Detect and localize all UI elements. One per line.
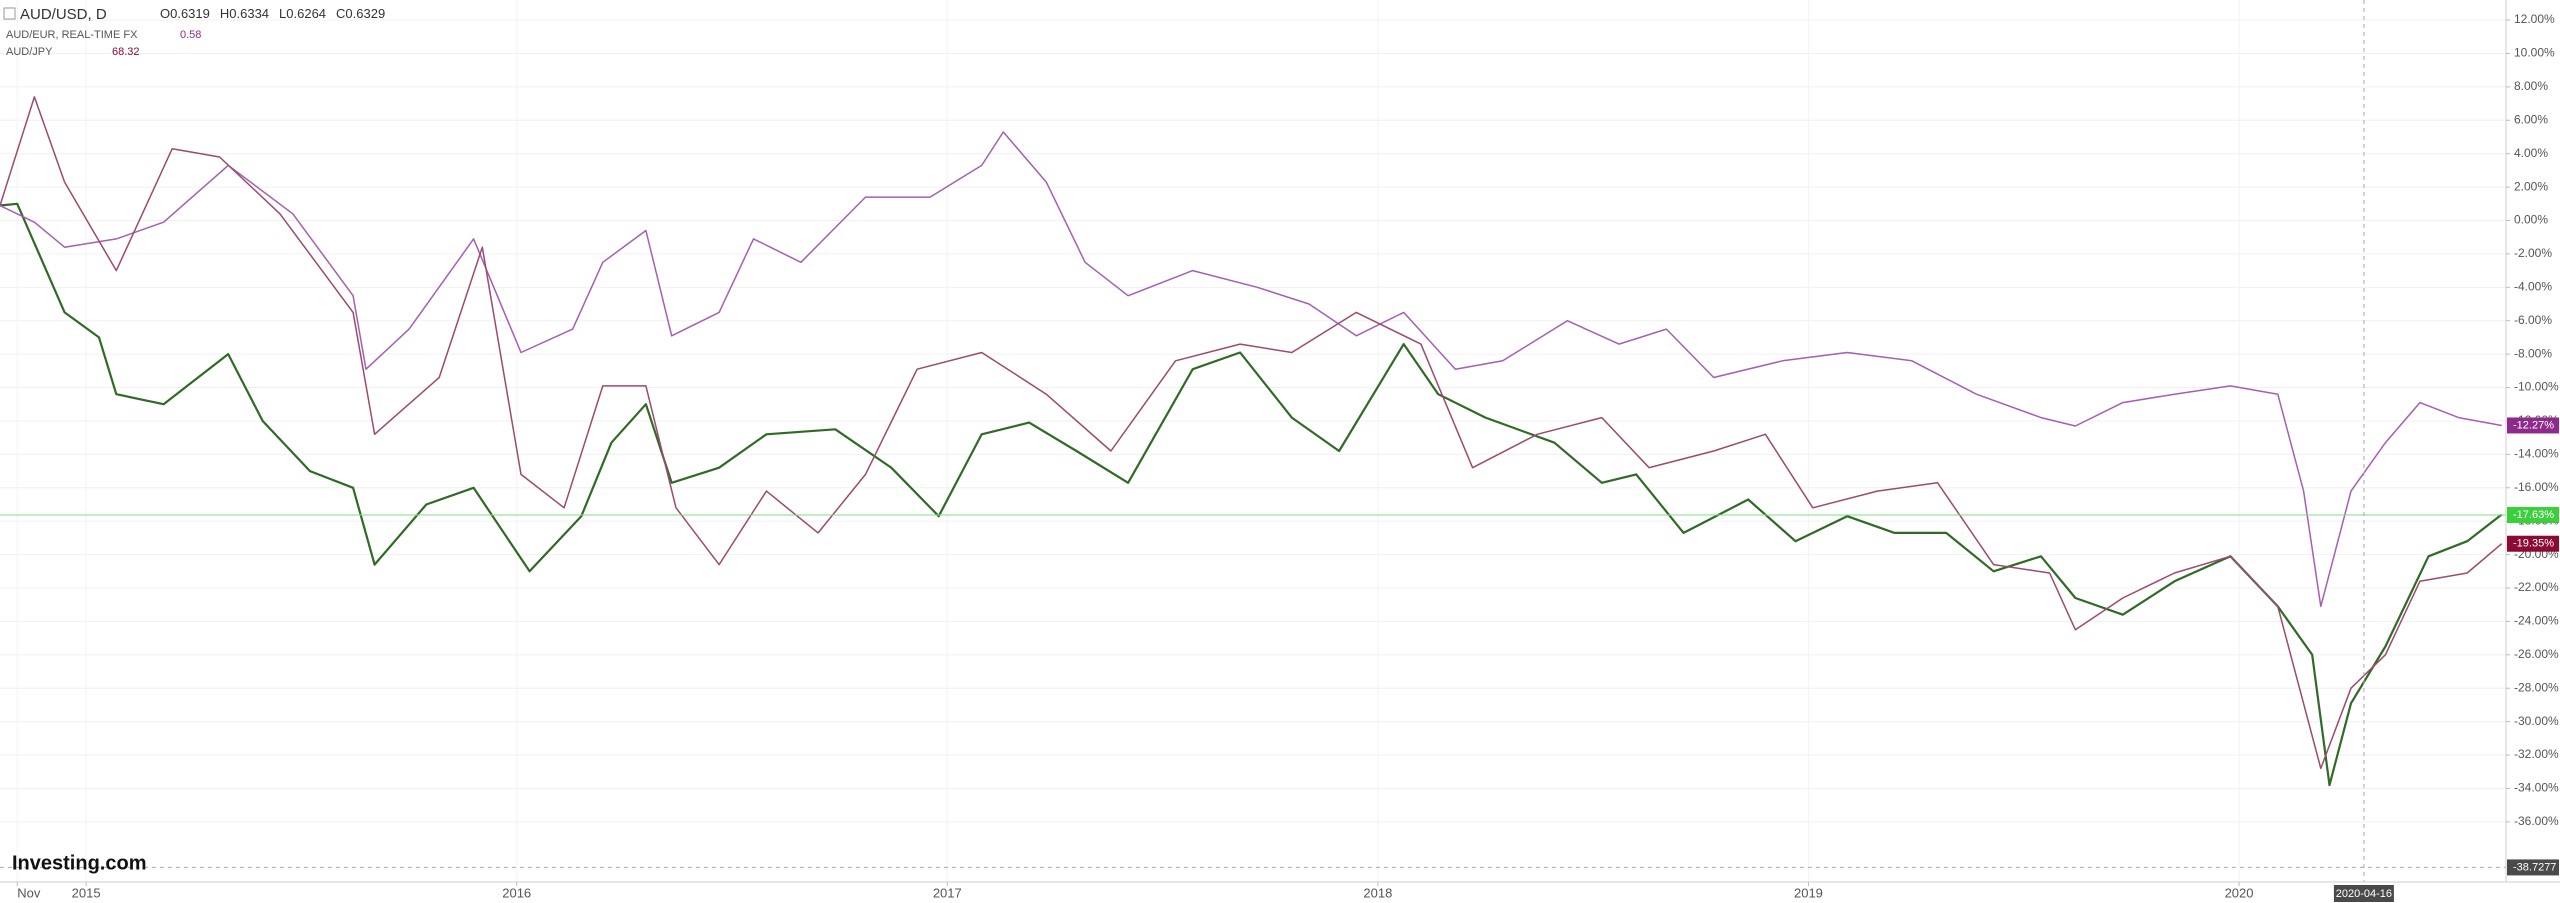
y-tick-label: 2.00%	[2514, 179, 2548, 193]
legend-series: AUD/JPY	[6, 46, 53, 58]
ohlc-value: C0.6329	[336, 6, 385, 21]
y-tick-label: -36.00%	[2514, 814, 2559, 828]
x-tick-label: 2019	[1794, 885, 1823, 900]
legend-series: AUD/EUR, REAL-TIME FX	[6, 29, 138, 41]
last-value-badge	[2507, 535, 2559, 552]
series-line	[0, 131, 2502, 608]
y-tick-label: -8.00%	[2514, 346, 2552, 360]
last-value-badge	[2507, 507, 2559, 524]
x-tick-label: 2017	[933, 885, 962, 900]
series-line	[0, 202, 2503, 787]
y-tick-label: 0.00%	[2514, 213, 2548, 227]
legend-price: 68.32	[112, 46, 140, 58]
ohlc-value: H0.6334	[220, 6, 269, 21]
y-tick-label: 10.00%	[2514, 46, 2555, 60]
y-tick-label: -10.00%	[2514, 380, 2559, 394]
y-tick-label: -16.00%	[2514, 480, 2559, 494]
y-tick-label: -14.00%	[2514, 447, 2559, 461]
y-tick-label: 4.00%	[2514, 146, 2548, 160]
crosshair-y-badge	[2507, 859, 2559, 876]
ohlc-value: O0.6319	[160, 6, 210, 21]
x-tick-label: 2018	[1363, 885, 1392, 900]
y-tick-label: -4.00%	[2514, 279, 2552, 293]
plot	[0, 0, 2506, 882]
y-tick-label: 6.00%	[2514, 112, 2548, 126]
ohlc-value: L0.6264	[279, 6, 326, 21]
y-tick-label: 8.00%	[2514, 79, 2548, 93]
crosshair-x-label: 2020-04-16	[2336, 888, 2392, 900]
crosshair-x-badge	[2333, 885, 2394, 902]
legend-title: AUD/USD, D	[20, 6, 107, 23]
y-tick-label: -26.00%	[2514, 647, 2559, 661]
y-tick-label: -24.00%	[2514, 614, 2559, 628]
y-tick-label: -28.00%	[2514, 680, 2559, 694]
legend: AUD/USD, D O0.6319 H0.6334 L0.6264 C0.6329 …	[3, 6, 385, 58]
last-value-label: -12.27%	[2513, 419, 2554, 431]
y-tick-label: 12.00%	[2514, 12, 2555, 26]
y-tick-label: -2.00%	[2514, 246, 2552, 260]
x-tick-label: 2016	[502, 885, 531, 900]
last-value-badge	[2507, 417, 2559, 434]
axes: 12.00% 10.00% 8.00% 6.00% 4.00% 2.00% 0.00% -2.…	[16, 12, 2559, 902]
y-tick-label: -34.00%	[2514, 781, 2559, 795]
last-value-label: -19.35%	[2513, 538, 2554, 550]
y-tick-label: -22.00%	[2514, 580, 2559, 594]
y-tick-label: -6.00%	[2514, 313, 2552, 327]
x-tick-label: 2020	[2225, 885, 2254, 900]
x-tick-label: 2015	[72, 885, 101, 900]
ohlc: O0.6319 H0.6334 L0.6264 C0.6329	[160, 6, 385, 21]
last-value-label: -17.63%	[2513, 509, 2554, 521]
legend-price: 0.58	[180, 29, 201, 41]
grid	[0, 0, 2506, 882]
watermark: Investing.com	[12, 852, 146, 874]
y-tick-label: -30.00%	[2514, 714, 2559, 728]
series-line	[0, 96, 2503, 770]
y-tick-label: -32.00%	[2514, 747, 2559, 761]
x-tick-label: Nov	[17, 885, 41, 900]
crosshair-y-label: -38.7277	[2513, 861, 2556, 873]
legend-icon	[3, 7, 16, 20]
